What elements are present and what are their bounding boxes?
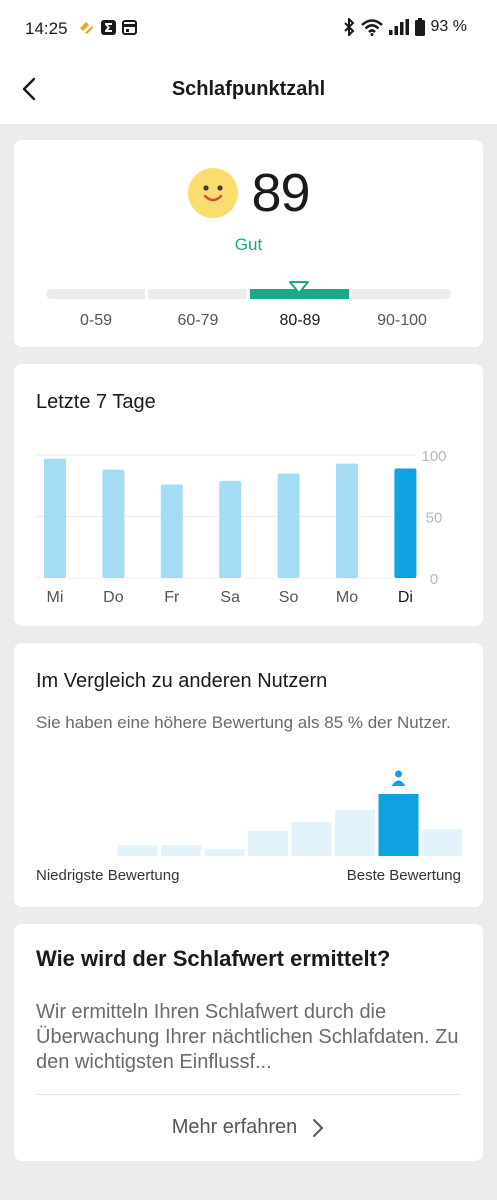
score-card: 89 Gut 0-59 60-79 80-89 90-100: [14, 140, 483, 347]
info-title: Wie wird der Schlafwert ermittelt?: [36, 946, 391, 971]
chevron-left-icon: [22, 77, 36, 101]
best-rating-label: Beste Bewertung: [346, 867, 461, 884]
chevron-right-icon: [313, 1118, 324, 1137]
weekly-bar-chart: 100 50 0 Mi Do Fr Sa So Mo Di: [36, 448, 447, 606]
x-tick-label: Sa: [220, 589, 240, 606]
back-button[interactable]: [14, 72, 48, 106]
lowest-rating-label: Niedrigste Bewertung: [36, 867, 180, 884]
range-label-80-89: 80-89: [279, 312, 321, 329]
distribution-bar: [161, 845, 201, 856]
range-label-60-79: 60-79: [177, 312, 219, 329]
sigma-app-icon: [101, 20, 116, 35]
battery-icon: [414, 18, 425, 36]
status-time: 14:25: [25, 19, 68, 38]
info-text: Wir ermitteln Ihren Schlafwert durch die…: [36, 1001, 459, 1073]
battery-percent: 93 %: [430, 18, 467, 35]
page-title: Schlafpunktzahl: [171, 78, 326, 100]
bar-Di[interactable]: [394, 468, 417, 578]
wifi-icon: [360, 18, 383, 36]
score-row: 89: [14, 162, 483, 224]
distribution-bar: [422, 829, 462, 856]
info-card: Wie wird der Schlafwert ermittelt? Wir e…: [14, 924, 483, 1161]
x-tick-label: Fr: [164, 589, 180, 606]
weekly-chart-title: Letzte 7 Tage: [36, 391, 156, 413]
range-bar-80-89: [250, 289, 349, 299]
y-tick-label: 0: [430, 571, 438, 588]
range-label-0-59: 0-59: [79, 312, 113, 329]
divider: [36, 1094, 461, 1095]
bar-Mi[interactable]: [44, 458, 66, 578]
x-tick-label: Mo: [336, 589, 358, 606]
range-bar-0-59: [46, 289, 145, 299]
distribution-chart: [117, 770, 462, 856]
bar-Mo[interactable]: [336, 463, 358, 578]
status-right: 93 %: [343, 18, 467, 36]
smiley-face-icon: [188, 168, 239, 218]
x-tick-label: Di: [398, 589, 413, 606]
comparison-card: Im Vergleich zu anderen Nutzern Sie habe…: [14, 643, 483, 907]
distribution-bar: [117, 845, 158, 856]
y-tick-label: 100: [421, 448, 446, 465]
notification-app-icon: [78, 20, 93, 35]
bar-Sa[interactable]: [219, 480, 242, 578]
bar-Do[interactable]: [102, 469, 125, 578]
distribution-bar: [248, 831, 288, 856]
comparison-description: Sie haben eine höhere Bewertung als 85 %…: [36, 713, 451, 732]
distribution-bar: [335, 810, 375, 856]
distribution-bar: [378, 794, 419, 856]
range-bar-90-100: [352, 289, 451, 299]
bar-Fr[interactable]: [160, 484, 183, 578]
bar-So[interactable]: [277, 473, 300, 578]
range-bar-60-79: [148, 289, 247, 299]
distribution-bar: [291, 822, 332, 856]
app-bar: Schlafpunktzahl: [0, 56, 497, 124]
score-marker-icon: [289, 281, 309, 294]
signal-icon: [388, 19, 409, 35]
learn-more-label: Mehr erfahren: [171, 1116, 298, 1138]
bluetooth-icon: [343, 18, 354, 36]
sleep-score-value: 89: [251, 163, 310, 223]
learn-more-link[interactable]: Mehr erfahren: [14, 1116, 483, 1139]
range-label-90-100: 90-100: [377, 312, 427, 329]
comparison-title: Im Vergleich zu anderen Nutzern: [36, 670, 328, 692]
weekly-chart-card[interactable]: Letzte 7 Tage 100 50 0 Mi Do Fr Sa So Mo Di: [14, 364, 483, 626]
x-tick-label: So: [279, 589, 299, 606]
score-rating: Gut: [234, 235, 263, 254]
x-tick-label: Mi: [47, 589, 64, 606]
distribution-bar: [204, 849, 245, 856]
x-tick-label: Do: [103, 589, 124, 606]
y-tick-label: 50: [426, 510, 443, 527]
calendar-app-icon: [122, 20, 137, 35]
person-icon: [391, 770, 406, 786]
status-bar: 14:25 93 %: [0, 0, 497, 56]
